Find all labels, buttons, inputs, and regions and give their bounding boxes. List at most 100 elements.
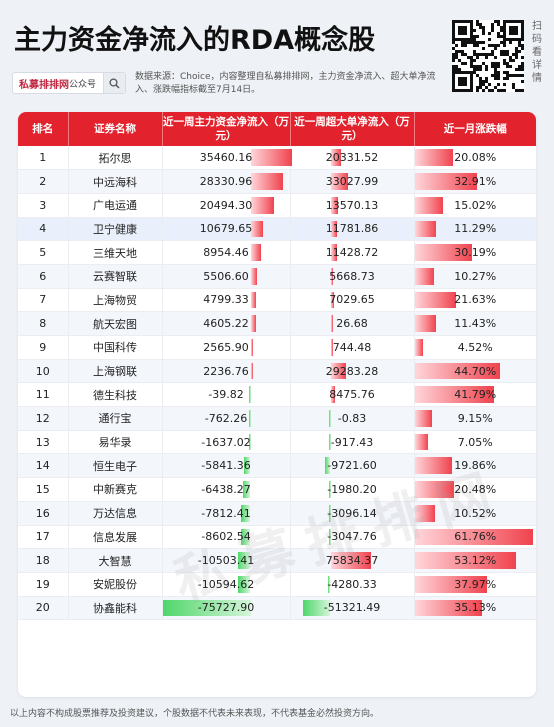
- header-change: 近一月涨跌幅: [414, 112, 536, 146]
- change-cell: 21.63%: [414, 288, 536, 313]
- table-row: 3 广电运通 20494.30 13570.13 15.02%: [18, 193, 536, 218]
- rank-cell: 8: [18, 311, 69, 336]
- table-row: 9 中国科传 2565.90 744.48 4.52%: [18, 335, 536, 360]
- change-value: 20.48%: [454, 482, 497, 496]
- main-flow-bar: [248, 386, 251, 404]
- super-flow-value: 11428.72: [325, 246, 379, 260]
- main-flow-cell: 35460.16: [162, 146, 292, 171]
- super-flow-bar: [328, 481, 331, 498]
- change-bar: [414, 481, 454, 498]
- change-bar: [414, 291, 456, 309]
- table-row: 17 信息发展 -8602.54 -3047.76 61.76%: [18, 525, 536, 550]
- stock-name-cell: 中远海科: [68, 169, 163, 194]
- main-flow-value: -762.26: [204, 411, 248, 425]
- change-value: 19.86%: [454, 459, 497, 473]
- super-flow-bar: [328, 410, 331, 427]
- table-row: 6 云赛智联 5506.60 5668.73 10.27%: [18, 264, 536, 289]
- stock-name-cell: 恒生电子: [68, 453, 163, 479]
- change-cell: 20.48%: [414, 477, 536, 502]
- super-flow-cell: 75834.37: [290, 548, 415, 573]
- change-bar: [414, 386, 495, 404]
- main-flow-bar: [238, 575, 251, 593]
- search-icon[interactable]: [103, 73, 125, 93]
- rank-cell: 7: [18, 288, 69, 313]
- change-bar: [414, 196, 444, 214]
- change-value: 53.12%: [454, 554, 497, 568]
- main-flow-value: 4799.33: [203, 293, 249, 307]
- stock-name-cell: 万达信息: [68, 501, 163, 526]
- header-super-flow: 近一周超大单净流入（万元）: [290, 112, 415, 146]
- rank-cell: 20: [18, 596, 69, 621]
- super-flow-cell: 8475.76: [290, 382, 415, 408]
- change-bar: [414, 339, 424, 356]
- stock-name-cell: 易华录: [68, 430, 163, 455]
- super-flow-cell: 7029.65: [290, 288, 415, 313]
- main-flow-value: 4605.22: [203, 317, 249, 331]
- brand-name: 私募排排网: [19, 79, 69, 91]
- main-flow-value: -7812.41: [201, 506, 251, 520]
- change-value: 10.27%: [454, 269, 497, 283]
- main-flow-value: -75727.90: [197, 601, 255, 615]
- table-row: 1 拓尔思 35460.16 20331.52 20.08%: [18, 146, 536, 171]
- change-value: 9.15%: [457, 411, 493, 425]
- table-row: 5 三维天地 8954.46 11428.72 30.19%: [18, 240, 536, 265]
- super-flow-cell: -3047.76: [290, 525, 415, 550]
- main-flow-bar: [250, 173, 284, 190]
- super-flow-cell: 29283.28: [290, 359, 415, 384]
- table-row: 8 航天宏图 4605.22 26.68 11.43%: [18, 311, 536, 336]
- change-value: 41.79%: [454, 388, 497, 402]
- rank-cell: 1: [18, 146, 69, 171]
- change-cell: 11.29%: [414, 217, 536, 242]
- main-flow-bar: [243, 481, 251, 498]
- change-value: 20.08%: [454, 151, 497, 165]
- super-flow-value: 7029.65: [329, 293, 375, 307]
- ranking-table: 排名 证券名称 近一周主力资金净流入（万元） 近一周超大单净流入（万元） 近一月…: [18, 112, 536, 621]
- super-flow-value: 33027.99: [325, 175, 379, 189]
- main-flow-bar: [250, 291, 257, 309]
- super-flow-value: 20331.52: [325, 151, 379, 165]
- change-cell: 30.19%: [414, 240, 536, 265]
- stock-name-cell: 拓尔思: [68, 146, 163, 171]
- table-row: 19 安妮股份 -10594.62 -4280.33 37.97%: [18, 572, 536, 597]
- rank-cell: 5: [18, 240, 69, 265]
- qr-code-icon[interactable]: [452, 20, 524, 92]
- main-flow-cell: -1637.02: [162, 430, 291, 455]
- stock-name-cell: 卫宁健康: [68, 217, 163, 242]
- super-flow-value: -917.43: [330, 435, 374, 449]
- main-flow-value: 10679.65: [199, 222, 253, 236]
- main-flow-bar: [250, 196, 275, 214]
- change-cell: 10.27%: [414, 264, 536, 289]
- main-flow-bar: [243, 457, 251, 475]
- table-row: 10 上海钢联 2236.76 29283.28 44.70%: [18, 359, 536, 384]
- main-flow-value: 20494.30: [199, 198, 253, 212]
- main-flow-cell: 2236.76: [162, 359, 291, 384]
- super-flow-value: 29283.28: [325, 364, 379, 378]
- super-flow-cell: -3096.14: [290, 501, 415, 526]
- change-value: 10.52%: [454, 506, 497, 520]
- super-flow-bar: [330, 386, 335, 404]
- super-flow-value: -4280.33: [327, 577, 377, 591]
- main-flow-value: 2565.90: [203, 340, 249, 354]
- table-row: 13 易华录 -1637.02 -917.43 7.05%: [18, 430, 536, 455]
- main-flow-bar: [248, 410, 251, 427]
- stock-name-cell: 协鑫能科: [68, 596, 163, 621]
- main-flow-bar: [240, 528, 251, 546]
- search-box[interactable]: 私募排排网 公众号: [12, 72, 126, 94]
- main-flow-value: -10503.41: [197, 554, 255, 568]
- change-cell: 35.13%: [414, 596, 536, 621]
- rank-cell: 12: [18, 406, 69, 431]
- super-flow-bar: [303, 599, 331, 617]
- change-cell: 9.15%: [414, 406, 536, 431]
- change-bar: [414, 315, 437, 332]
- stock-name-cell: 德生科技: [68, 382, 163, 408]
- change-cell: 20.08%: [414, 146, 536, 171]
- change-value: 15.02%: [454, 198, 497, 212]
- super-flow-bar: [330, 149, 342, 167]
- super-flow-cell: -4280.33: [290, 572, 415, 597]
- change-cell: 61.76%: [414, 525, 536, 550]
- change-value: 21.63%: [454, 293, 497, 307]
- rank-cell: 18: [18, 548, 69, 573]
- main-flow-cell: -75727.90: [162, 596, 291, 621]
- change-value: 35.13%: [454, 601, 497, 615]
- main-flow-cell: -6438.27: [162, 477, 291, 502]
